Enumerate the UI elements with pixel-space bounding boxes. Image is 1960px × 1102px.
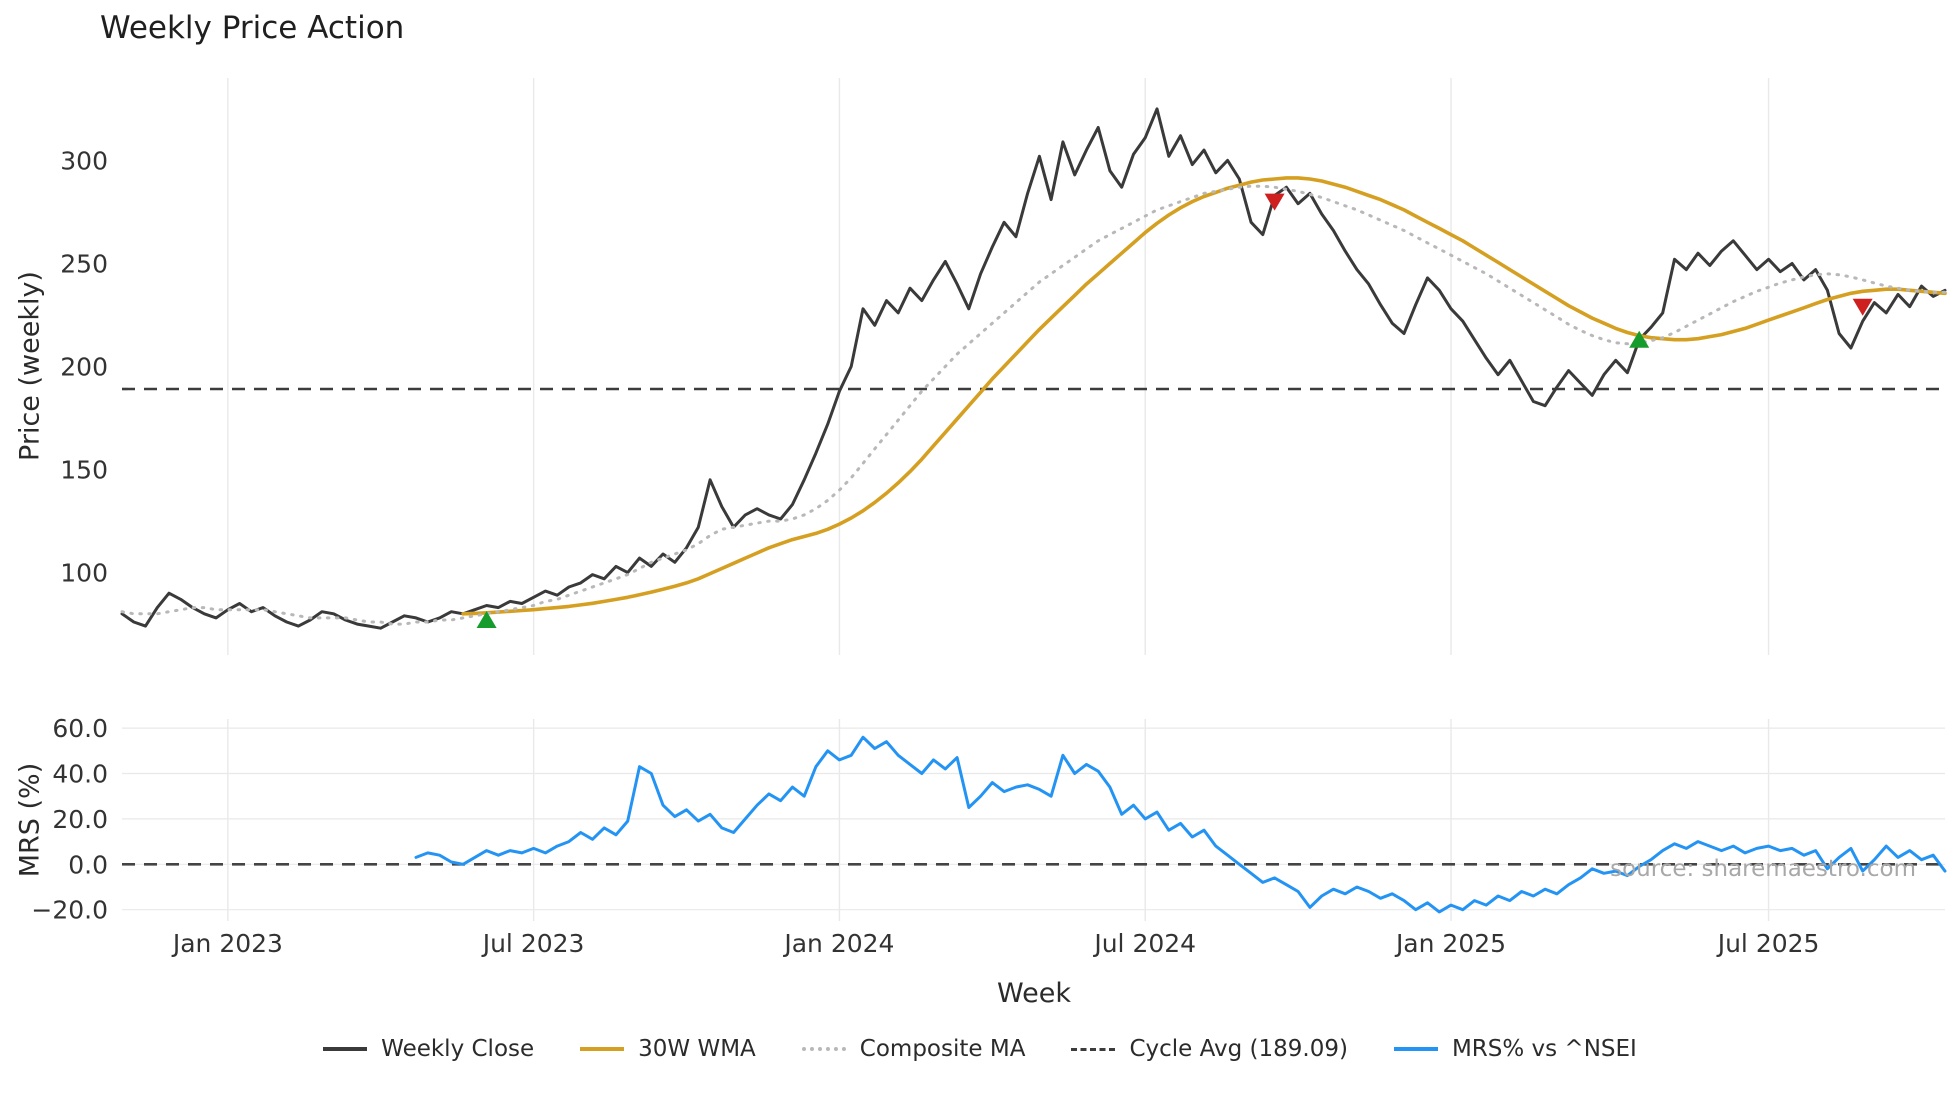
y-tick-label: 20.0 [52, 805, 108, 834]
y-tick-label: 150 [60, 456, 108, 485]
source-watermark: source: sharemaestro.com [1610, 856, 1916, 882]
y-tick-label: 100 [60, 559, 108, 588]
legend-item: Cycle Avg (189.09) [1071, 1036, 1348, 1062]
legend-swatch-dashed [1071, 1047, 1116, 1051]
sell-signal-marker [1264, 193, 1285, 211]
legend-swatch-solid [1393, 1047, 1438, 1051]
y-tick-label: 0.0 [68, 850, 108, 879]
legend-item: Weekly Close [323, 1036, 534, 1062]
x-tick-label: Jul 2025 [1716, 929, 1820, 958]
legend-swatch-solid [323, 1047, 368, 1051]
legend: Weekly Close 30W WMA Composite MA Cycle Avg… [0, 1036, 1960, 1062]
legend-label: Weekly Close [381, 1036, 535, 1062]
legend-label: 30W WMA [638, 1036, 756, 1062]
y-tick-label: 60.0 [52, 714, 108, 743]
legend-label: MRS% vs ^NSEI [1451, 1036, 1637, 1062]
weekly-close-line [120, 107, 1947, 630]
price-axis-label: Price (weekly) [14, 271, 46, 461]
wma-line [461, 176, 1947, 616]
x-tick-label: Jan 2023 [171, 929, 283, 958]
legend-label: Composite MA [859, 1036, 1026, 1062]
mrs-axis-label: MRS (%) [14, 762, 46, 878]
legend-label: Cycle Avg (189.09) [1129, 1036, 1348, 1062]
legend-swatch-dotted [801, 1047, 846, 1051]
x-tick-label: Jan 2025 [1394, 929, 1506, 958]
x-tick-label: Jan 2024 [782, 929, 894, 958]
x-tick-label: Jul 2023 [481, 929, 585, 958]
legend-swatch-solid [580, 1047, 625, 1051]
composite-ma-line [120, 184, 1947, 626]
buy-signal-marker [1629, 330, 1650, 348]
legend-item: Composite MA [801, 1036, 1026, 1062]
legend-item: MRS% vs ^NSEI [1393, 1036, 1637, 1062]
week-axis-label: Week [997, 978, 1071, 1009]
x-tick-label: Jul 2024 [1092, 929, 1196, 958]
chart-title: Weekly Price Action [100, 10, 405, 46]
buy-signal-marker [476, 610, 497, 628]
mrs-line [414, 735, 1947, 914]
y-tick-label: 300 [60, 146, 108, 175]
y-tick-label: 250 [60, 250, 108, 279]
sell-signal-marker [1852, 298, 1873, 316]
y-tick-label: 200 [60, 353, 108, 382]
y-tick-label: −20.0 [31, 896, 108, 925]
y-tick-label: 40.0 [52, 760, 108, 789]
legend-item: 30W WMA [580, 1036, 756, 1062]
